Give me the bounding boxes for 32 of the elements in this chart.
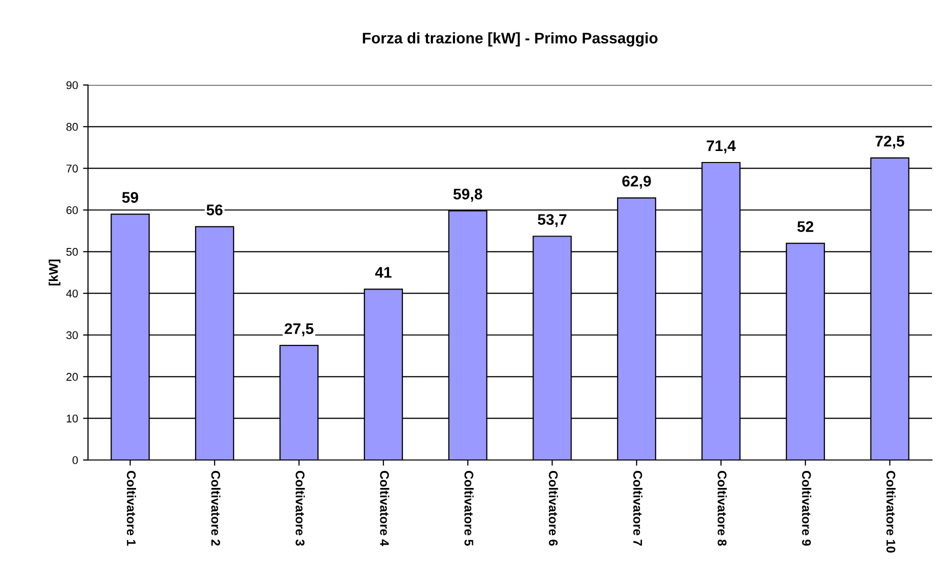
- data-label: 59,8: [453, 188, 482, 202]
- data-label: 41: [375, 267, 392, 278]
- data-label: 59: [122, 192, 138, 203]
- y-tick-label: 0: [72, 456, 78, 464]
- y-tick-label: 30: [66, 331, 78, 340]
- x-tick-label: Coltivatore 7: [633, 470, 642, 546]
- x-tick-label: Coltivatore 2: [211, 470, 220, 546]
- x-tick-label: Coltivatore 9: [802, 470, 812, 546]
- y-tick-label: 50: [66, 248, 78, 256]
- y-axis-title: [kW]: [48, 260, 60, 286]
- y-tick-label: 90: [66, 81, 78, 90]
- data-label: 72,5: [876, 136, 904, 149]
- data-label: 71,4: [706, 140, 736, 154]
- y-tick-label: 10: [66, 414, 78, 422]
- x-tick-label: Coltivatore 10: [886, 470, 896, 553]
- x-tick-label: Coltivatore 6: [548, 470, 558, 546]
- data-label: 27,5: [284, 323, 314, 336]
- y-tick-label: 80: [66, 122, 78, 131]
- y-tick-label: 60: [66, 206, 78, 214]
- x-tick-label: Coltivatore 4: [380, 470, 390, 546]
- x-tick-label: Coltivatore 5: [464, 470, 474, 546]
- x-tick-label: Coltivatore 1: [126, 470, 136, 546]
- y-tick-label: 20: [66, 372, 78, 381]
- data-label: 56: [206, 204, 223, 216]
- data-label: 52: [797, 221, 814, 232]
- y-tick-label: 40: [66, 290, 78, 298]
- x-tick-label: Coltivatore 3: [296, 470, 305, 546]
- y-tick-label: 70: [66, 164, 78, 172]
- data-label: 53,7: [538, 214, 566, 228]
- chart-title: Forza di trazione [kW] - Primo Passaggio: [362, 32, 658, 47]
- x-tick-label: Coltivatore 8: [718, 470, 727, 546]
- data-label: 62,9: [622, 176, 651, 189]
